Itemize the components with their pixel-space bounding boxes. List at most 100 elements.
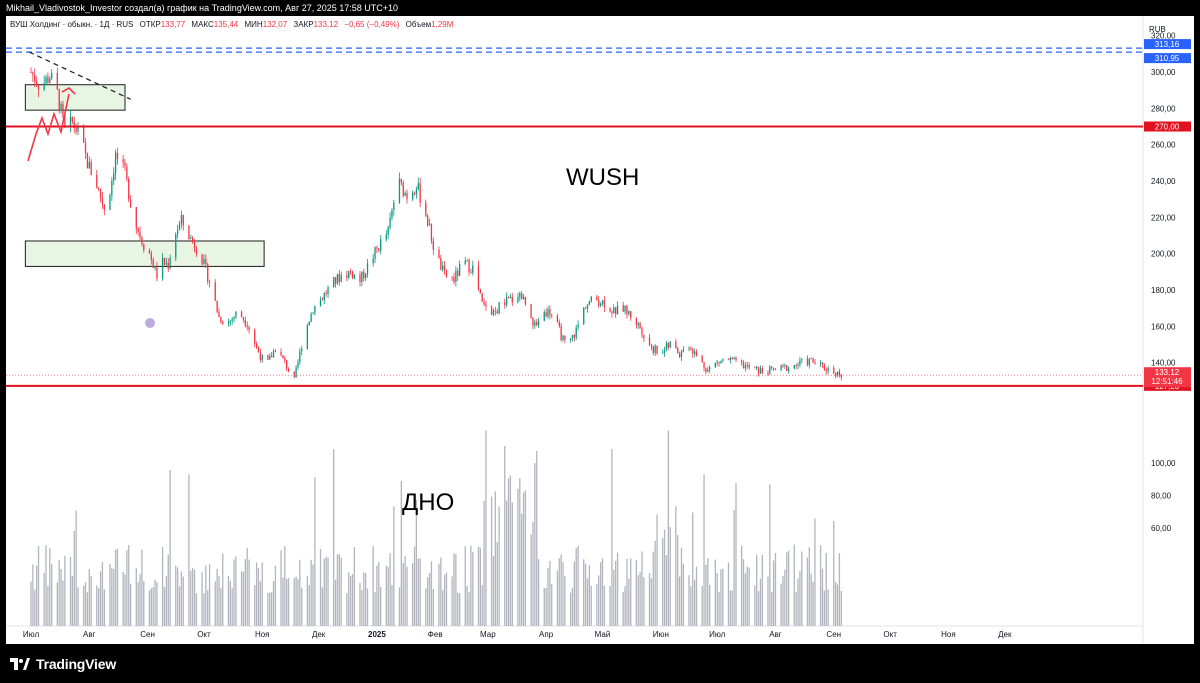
- volume-bar: [227, 575, 230, 626]
- legend-open-label: ОТКР: [139, 20, 161, 29]
- bottom-annotation: ДНО: [402, 489, 454, 516]
- candle-body: [419, 183, 421, 203]
- candle-body: [427, 215, 429, 226]
- candle-body: [690, 348, 692, 350]
- candle-body: [637, 323, 639, 325]
- candle-body: [759, 368, 762, 374]
- volume-bar: [169, 470, 171, 626]
- volume-bar: [838, 553, 841, 626]
- candle-body: [71, 116, 74, 122]
- candle-body: [787, 368, 790, 371]
- candle-body: [498, 302, 500, 314]
- volume-bar: [573, 561, 575, 626]
- candle-body: [310, 313, 312, 322]
- candle-body: [393, 202, 395, 210]
- candle-body: [351, 271, 354, 279]
- candle-body: [30, 72, 32, 73]
- volume-bar: [669, 527, 671, 626]
- volume-bar: [222, 553, 224, 626]
- candle-body: [135, 207, 137, 229]
- y-tick-label: 140,00: [1151, 359, 1176, 368]
- candle-body: [188, 225, 190, 239]
- volume-bar: [665, 555, 668, 626]
- volume-bar: [366, 588, 369, 626]
- candle-body: [235, 311, 237, 318]
- volume-bar: [259, 581, 262, 626]
- candle-body: [795, 365, 797, 366]
- candle-body: [274, 351, 277, 353]
- volume-bar: [611, 449, 613, 626]
- volume-bar: [519, 478, 521, 626]
- candle-body: [598, 300, 600, 306]
- candle-body: [616, 305, 619, 315]
- volume-bar: [470, 545, 472, 626]
- candle-body: [114, 152, 117, 174]
- candle-body: [359, 274, 361, 283]
- volume-bar: [505, 500, 508, 626]
- volume-bar: [297, 578, 299, 626]
- candle-body: [137, 228, 139, 232]
- candle-body: [799, 360, 801, 365]
- candle-body: [761, 368, 763, 373]
- y-tick-label: 280,00: [1151, 104, 1176, 113]
- candle-body: [545, 312, 547, 317]
- volume-bar: [103, 589, 105, 626]
- candle-body: [255, 343, 258, 348]
- candle-body: [575, 327, 577, 338]
- candle-body: [767, 372, 769, 375]
- candle-body: [709, 367, 711, 370]
- volume-bar: [680, 547, 683, 626]
- tradingview-logo[interactable]: TradingView: [10, 656, 116, 672]
- candle-body: [163, 257, 166, 265]
- candle-body: [156, 265, 158, 279]
- candle-body: [682, 349, 685, 352]
- candle-body: [524, 296, 527, 305]
- volume-bar: [391, 584, 393, 626]
- volume-bar: [453, 553, 455, 626]
- volume-bar: [143, 581, 145, 626]
- volume-bar: [154, 579, 156, 626]
- candle-body: [504, 302, 506, 305]
- volume-bar: [825, 552, 827, 626]
- volume-bar: [37, 545, 40, 626]
- chart-panel[interactable]: RUB360,00340,00320,00300,00280,00260,002…: [6, 16, 1194, 644]
- candle-body: [630, 311, 632, 318]
- candle-body: [122, 159, 124, 163]
- volume-bar: [767, 576, 769, 626]
- candle-body: [838, 371, 841, 376]
- volume-tick-label: 100,00: [1151, 459, 1176, 468]
- volume-bar: [417, 558, 419, 626]
- volume-bar: [720, 569, 722, 626]
- candle-body: [242, 317, 245, 321]
- candle-body: [615, 307, 617, 315]
- volume-bar: [280, 550, 282, 626]
- volume-bar: [782, 575, 784, 626]
- volume-bar: [662, 538, 664, 626]
- candle-body: [175, 234, 177, 258]
- price-chart[interactable]: RUB360,00340,00320,00300,00280,00260,002…: [6, 16, 1194, 644]
- volume-bar: [325, 556, 327, 626]
- volume-bar: [150, 588, 152, 626]
- volume-bar: [695, 566, 698, 626]
- candle-body: [82, 126, 85, 143]
- candle-body: [152, 259, 154, 269]
- volume-bar: [757, 591, 760, 626]
- volume-bar: [451, 576, 453, 626]
- candle-body: [233, 317, 235, 320]
- candle-body: [374, 247, 376, 259]
- volume-bar: [321, 587, 324, 626]
- candle-body: [756, 367, 758, 369]
- candle-body: [628, 311, 630, 315]
- candle-body: [254, 329, 256, 344]
- candle-body: [784, 365, 786, 367]
- volume-bar: [310, 559, 312, 626]
- candle-body: [348, 271, 350, 278]
- volume-bar: [693, 580, 696, 626]
- volume-bar: [678, 576, 681, 626]
- ticker-annotation: WUSH: [566, 164, 639, 191]
- candle-body: [639, 323, 641, 329]
- volume-bar: [378, 562, 380, 626]
- candle-body: [400, 178, 403, 183]
- volume-bar: [244, 559, 246, 626]
- x-tick-label: Авг: [769, 630, 782, 639]
